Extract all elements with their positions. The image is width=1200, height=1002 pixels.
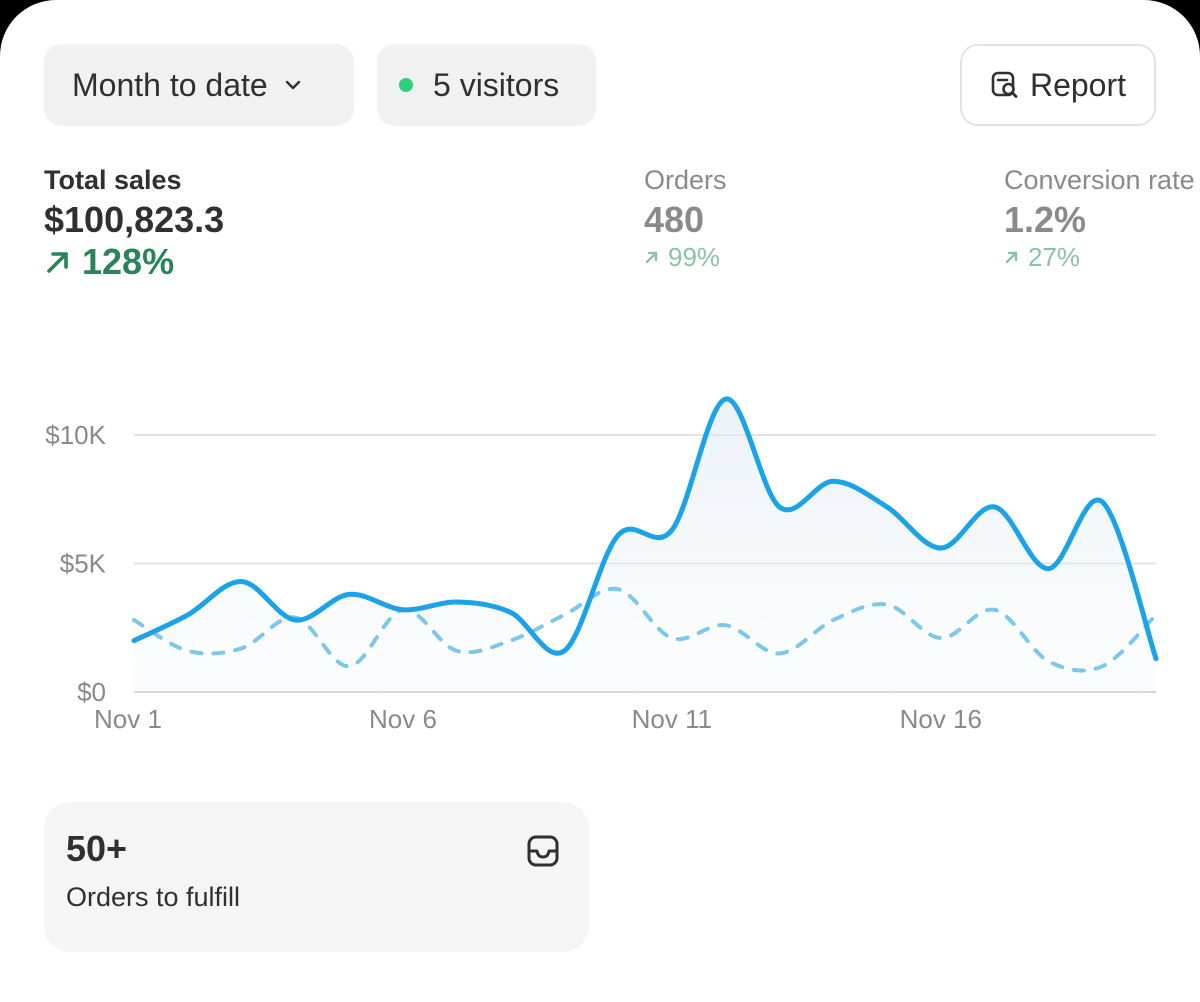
orders-to-fulfill-card[interactable]: 50+ Orders to fulfill — [44, 802, 589, 952]
y-tick-label: $5K — [60, 549, 107, 579]
live-visitors-chip[interactable]: 5 visitors — [377, 44, 596, 126]
x-tick-label: Nov 11 — [632, 704, 712, 734]
report-search-icon — [990, 70, 1020, 100]
sales-chart[interactable]: $0 $5K $10K Nov 1 Nov 6 Nov 11 Nov 16 — [0, 380, 1200, 750]
metric-delta: 27% — [1004, 242, 1195, 272]
arrow-up-right-icon — [1005, 251, 1018, 264]
metric-label: Total sales — [44, 165, 182, 195]
current-series-area — [134, 398, 1156, 692]
date-range-label: Month to date — [72, 66, 268, 103]
metric-delta-value: 99% — [668, 242, 721, 272]
metric-delta: 99% — [644, 242, 727, 272]
inbox-icon — [526, 834, 560, 873]
orders-to-fulfill-label: Orders to fulfill — [66, 882, 241, 912]
visitors-label: 5 visitors — [433, 66, 560, 103]
metric-delta-value: 27% — [1028, 242, 1081, 272]
x-tick-label: Nov 1 — [94, 704, 162, 734]
metric-label: Conversion rate — [1004, 165, 1195, 195]
orders-to-fulfill-count: 50+ — [66, 828, 128, 869]
live-status-dot — [399, 78, 413, 92]
x-tick-label: Nov 16 — [900, 704, 982, 734]
report-label: Report — [1029, 66, 1127, 103]
chevron-down-icon — [282, 74, 304, 96]
current-period-line — [131, 396, 1159, 662]
metric-delta: 128% — [44, 242, 224, 282]
metric-conversion-rate[interactable]: Conversion rate 1.2% 27% — [1004, 164, 1195, 272]
metric-value: $100,823.3 — [44, 199, 225, 240]
previous-period-line — [132, 586, 1158, 673]
metric-orders[interactable]: Orders 480 99% — [644, 164, 727, 272]
date-range-selector[interactable]: Month to date — [44, 44, 354, 126]
metric-label: Orders — [644, 165, 727, 195]
metric-value: 480 — [644, 199, 705, 240]
x-tick-label: Nov 6 — [369, 704, 437, 734]
metric-total-sales[interactable]: Total sales $100,823.3 128% — [44, 164, 224, 282]
y-tick-label: $10K — [45, 420, 106, 450]
y-tick-label: $0 — [77, 677, 106, 707]
metric-delta-value: 128% — [82, 241, 175, 282]
metric-value: 1.2% — [1004, 199, 1087, 240]
arrow-up-right-icon — [47, 252, 68, 273]
report-button[interactable]: Report — [960, 44, 1156, 126]
arrow-up-right-icon — [645, 251, 658, 264]
